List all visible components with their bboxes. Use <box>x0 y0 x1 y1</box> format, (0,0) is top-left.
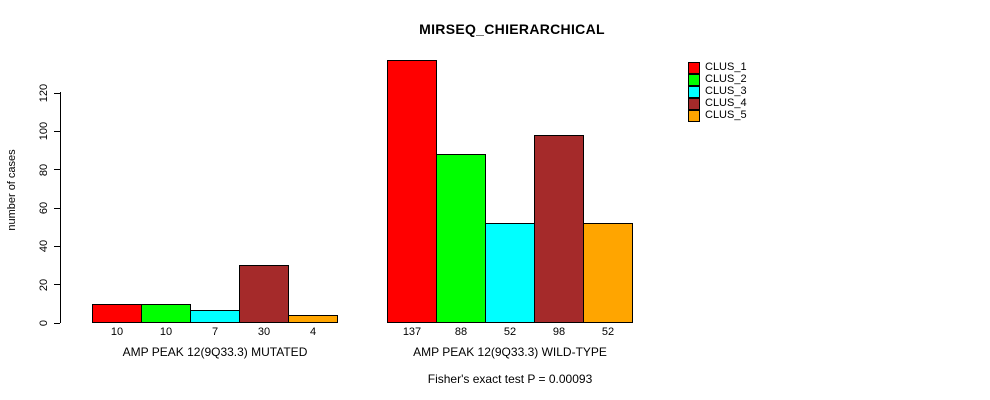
legend-swatch <box>688 62 700 74</box>
y-tick-label: 120 <box>38 83 50 103</box>
legend-label: CLUS_2 <box>705 73 747 85</box>
bar-value-label: 137 <box>402 326 422 338</box>
y-tick <box>54 322 60 324</box>
bar-value-label: 52 <box>503 326 517 338</box>
footnote-fisher-test: Fisher's exact test P = 0.00093 <box>427 372 593 386</box>
y-tick-label: 20 <box>38 278 50 291</box>
bar-value-label: 98 <box>552 326 566 338</box>
bar-value-label: 30 <box>257 326 271 338</box>
y-tick <box>54 245 60 247</box>
legend-label: CLUS_4 <box>705 97 747 109</box>
chart-title: MIRSEQ_CHIERARCHICAL <box>419 21 605 37</box>
y-tick-label: 100 <box>38 122 50 141</box>
bar-clus_5 <box>583 223 633 323</box>
bar-clus_1 <box>387 60 437 323</box>
legend-swatch <box>688 110 700 122</box>
y-axis-line <box>60 92 61 323</box>
bar-clus_2 <box>141 304 191 323</box>
y-tick <box>54 284 60 286</box>
bar-clus_2 <box>436 154 486 323</box>
bar-clus_5 <box>288 315 338 323</box>
bar-value-label: 88 <box>454 326 468 338</box>
legend-label: CLUS_5 <box>705 109 747 121</box>
y-tick <box>54 130 60 132</box>
y-tick <box>54 169 60 171</box>
legend-swatch <box>688 74 700 86</box>
bar-value-label: 10 <box>110 326 124 338</box>
y-tick <box>54 207 60 209</box>
legend-label: CLUS_3 <box>705 85 747 97</box>
bar-value-label: 52 <box>601 326 615 338</box>
group-label: AMP PEAK 12(9Q33.3) MUTATED <box>122 345 308 359</box>
bar-clus_1 <box>92 304 142 323</box>
y-tick-label: 40 <box>38 240 50 253</box>
y-axis-label: number of cases <box>6 149 18 231</box>
bar-clus_3 <box>485 223 535 323</box>
legend-swatch <box>688 86 700 98</box>
bar-clus_4 <box>534 135 584 323</box>
group-label: AMP PEAK 12(9Q33.3) WILD-TYPE <box>413 345 607 359</box>
y-tick-label: 0 <box>38 319 50 327</box>
bar-clus_4 <box>239 265 289 323</box>
y-tick <box>54 92 60 94</box>
legend-swatch <box>688 98 700 110</box>
legend-label: CLUS_1 <box>705 61 747 73</box>
bar-value-label: 7 <box>211 326 219 338</box>
bar-value-label: 10 <box>159 326 173 338</box>
bar-clus_3 <box>190 310 240 323</box>
y-tick-label: 80 <box>38 163 50 176</box>
bar-value-label: 4 <box>309 326 317 338</box>
y-tick-label: 60 <box>38 201 50 215</box>
